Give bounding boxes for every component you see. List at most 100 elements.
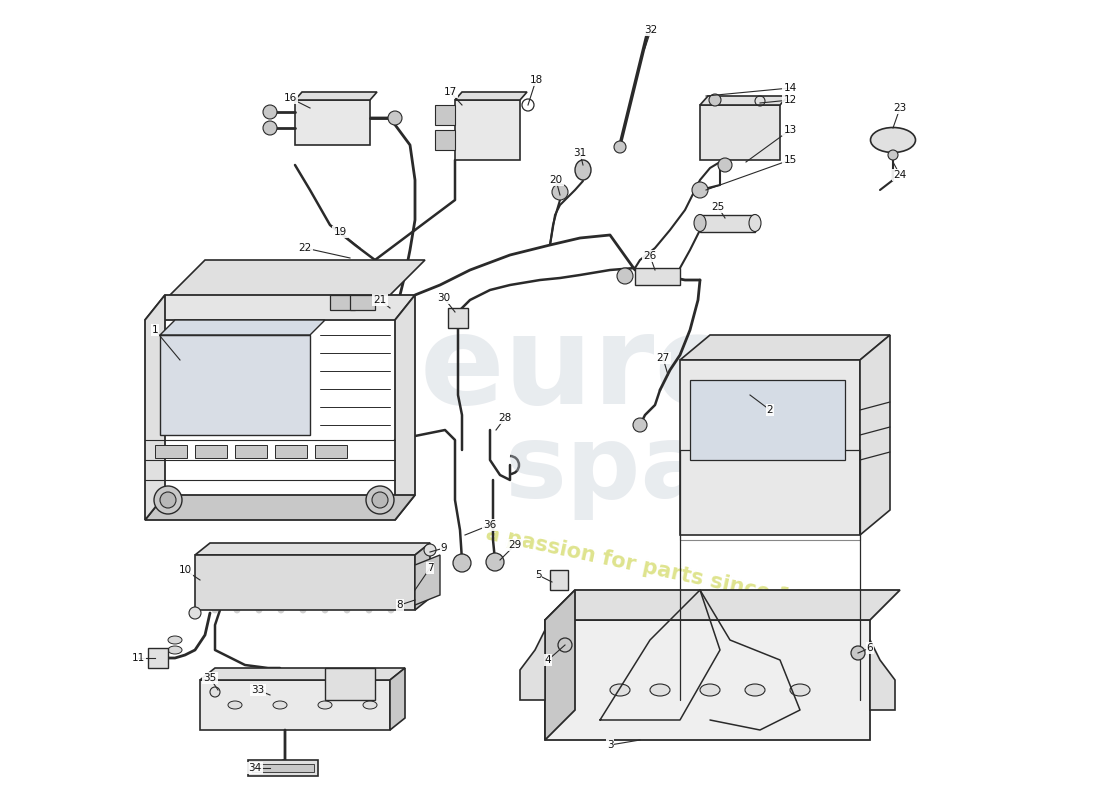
Polygon shape bbox=[324, 668, 375, 700]
Polygon shape bbox=[195, 445, 227, 458]
Polygon shape bbox=[520, 630, 544, 700]
Ellipse shape bbox=[273, 701, 287, 709]
Polygon shape bbox=[700, 215, 755, 232]
Circle shape bbox=[888, 150, 898, 160]
Polygon shape bbox=[160, 320, 324, 335]
Text: 21: 21 bbox=[373, 295, 386, 305]
Ellipse shape bbox=[575, 160, 591, 180]
Polygon shape bbox=[275, 445, 307, 458]
Ellipse shape bbox=[363, 701, 377, 709]
Polygon shape bbox=[160, 335, 310, 435]
Text: 29: 29 bbox=[508, 540, 521, 550]
Polygon shape bbox=[448, 308, 468, 328]
Text: 33: 33 bbox=[252, 685, 265, 695]
Polygon shape bbox=[200, 668, 405, 680]
Text: 27: 27 bbox=[657, 353, 670, 363]
Text: 24: 24 bbox=[893, 170, 906, 180]
Polygon shape bbox=[544, 590, 575, 740]
Text: 22: 22 bbox=[298, 243, 311, 253]
Circle shape bbox=[263, 105, 277, 119]
Ellipse shape bbox=[745, 684, 764, 696]
Circle shape bbox=[154, 486, 182, 514]
Polygon shape bbox=[390, 668, 405, 730]
Polygon shape bbox=[415, 543, 430, 610]
Text: 7: 7 bbox=[427, 563, 433, 573]
Polygon shape bbox=[148, 648, 168, 668]
Polygon shape bbox=[434, 130, 455, 150]
Circle shape bbox=[718, 158, 732, 172]
Text: 30: 30 bbox=[438, 293, 451, 303]
Circle shape bbox=[614, 141, 626, 153]
Polygon shape bbox=[145, 295, 165, 520]
Text: 19: 19 bbox=[333, 227, 346, 237]
Text: 2: 2 bbox=[767, 405, 773, 415]
Text: spares: spares bbox=[505, 419, 895, 521]
Text: 6: 6 bbox=[867, 643, 873, 653]
Text: a passion for parts since 1985: a passion for parts since 1985 bbox=[484, 523, 836, 617]
Polygon shape bbox=[860, 335, 890, 535]
Circle shape bbox=[710, 94, 720, 106]
Circle shape bbox=[558, 638, 572, 652]
Polygon shape bbox=[330, 295, 355, 310]
Text: 12: 12 bbox=[783, 95, 796, 105]
Polygon shape bbox=[248, 760, 318, 776]
Polygon shape bbox=[350, 295, 375, 310]
Circle shape bbox=[160, 492, 176, 508]
Circle shape bbox=[424, 544, 436, 556]
Polygon shape bbox=[415, 555, 440, 605]
Polygon shape bbox=[544, 620, 870, 740]
Polygon shape bbox=[680, 360, 860, 535]
Polygon shape bbox=[165, 260, 425, 300]
Polygon shape bbox=[200, 680, 390, 730]
Circle shape bbox=[189, 607, 201, 619]
Polygon shape bbox=[155, 445, 187, 458]
Ellipse shape bbox=[694, 214, 706, 231]
Polygon shape bbox=[395, 295, 415, 520]
Text: 13: 13 bbox=[783, 125, 796, 135]
Text: 4: 4 bbox=[544, 655, 551, 665]
Circle shape bbox=[453, 554, 471, 572]
Text: 18: 18 bbox=[529, 75, 542, 85]
Polygon shape bbox=[680, 335, 890, 360]
Circle shape bbox=[388, 111, 401, 125]
Circle shape bbox=[617, 268, 632, 284]
Polygon shape bbox=[455, 100, 520, 160]
Text: 9: 9 bbox=[441, 543, 448, 553]
Polygon shape bbox=[145, 495, 415, 520]
Text: 15: 15 bbox=[783, 155, 796, 165]
Polygon shape bbox=[690, 380, 845, 460]
Ellipse shape bbox=[700, 684, 720, 696]
Circle shape bbox=[692, 182, 708, 198]
Text: 5: 5 bbox=[535, 570, 541, 580]
Text: 14: 14 bbox=[783, 83, 796, 93]
Text: 26: 26 bbox=[644, 251, 657, 261]
Polygon shape bbox=[235, 445, 267, 458]
Text: 25: 25 bbox=[712, 202, 725, 212]
Circle shape bbox=[372, 492, 388, 508]
Text: 3: 3 bbox=[607, 740, 614, 750]
Ellipse shape bbox=[650, 684, 670, 696]
Text: 34: 34 bbox=[249, 763, 262, 773]
Text: 16: 16 bbox=[284, 93, 297, 103]
Polygon shape bbox=[700, 96, 788, 105]
Polygon shape bbox=[315, 445, 346, 458]
Text: 31: 31 bbox=[573, 148, 586, 158]
Polygon shape bbox=[434, 105, 455, 125]
Text: 11: 11 bbox=[131, 653, 144, 663]
Ellipse shape bbox=[870, 127, 915, 153]
Text: 35: 35 bbox=[204, 673, 217, 683]
Polygon shape bbox=[455, 92, 527, 100]
Circle shape bbox=[632, 418, 647, 432]
Text: 28: 28 bbox=[498, 413, 512, 423]
Ellipse shape bbox=[228, 701, 242, 709]
Text: 36: 36 bbox=[483, 520, 496, 530]
Circle shape bbox=[263, 121, 277, 135]
Ellipse shape bbox=[790, 684, 810, 696]
Polygon shape bbox=[252, 764, 314, 772]
Text: 10: 10 bbox=[178, 565, 191, 575]
Ellipse shape bbox=[749, 214, 761, 231]
Polygon shape bbox=[195, 555, 415, 610]
Text: 20: 20 bbox=[549, 175, 562, 185]
Text: 23: 23 bbox=[893, 103, 906, 113]
Polygon shape bbox=[700, 105, 780, 160]
